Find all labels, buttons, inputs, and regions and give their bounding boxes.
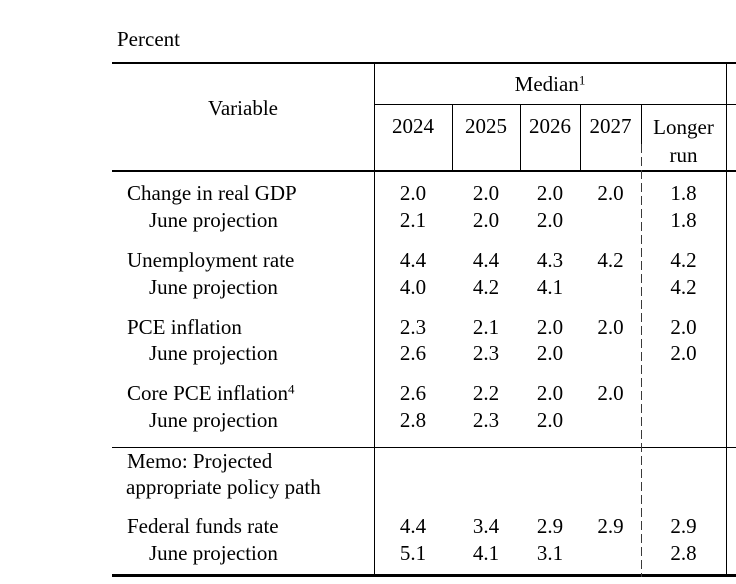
column-header-longer-run: Longer run: [641, 113, 726, 169]
cell-2025: 4.2: [472, 275, 500, 299]
row-label: PCE inflation: [127, 315, 242, 339]
row-label: June projection: [149, 408, 278, 432]
cell-2025: 3.4: [472, 514, 500, 538]
memo-section-rule: [112, 447, 736, 448]
cell-2026: 2.0: [536, 208, 564, 232]
median-footnote-marker: 1: [578, 72, 586, 88]
table-row-core-pce: Core PCE inflation4 2.6 2.2 2.0 2.0: [0, 380, 736, 407]
core-pce-footnote-marker: 4: [288, 381, 295, 397]
column-header-2024: 2024: [392, 114, 434, 138]
table-top-rule: [112, 62, 736, 64]
cell-2025: 2.0: [472, 181, 500, 205]
variable-column-header: Variable: [208, 96, 278, 120]
median-section-header: Median1: [374, 71, 726, 98]
cell-longer-run: 2.0: [670, 341, 697, 365]
year-divider-2025-2026: [520, 104, 521, 171]
cell-2026: 2.0: [536, 381, 564, 405]
cell-2024: 2.0: [399, 181, 427, 205]
memo-row-line2: appropriate policy path: [0, 474, 736, 501]
table-row-unemployment: Unemployment rate 4.4 4.4 4.3 4.2 4.2: [0, 247, 736, 274]
cell-2026: 2.0: [536, 341, 564, 365]
row-label: Federal funds rate: [127, 514, 279, 538]
cell-2024: 5.1: [399, 541, 427, 565]
cell-2024: 4.4: [399, 248, 427, 272]
cell-2025: 4.1: [472, 541, 500, 565]
table-row-fed-funds: Federal funds rate 4.4 3.4 2.9 2.9 2.9: [0, 513, 736, 540]
cell-2026: 3.1: [536, 541, 564, 565]
cell-longer-run: 2.9: [670, 514, 697, 538]
table-row-gdp: Change in real GDP 2.0 2.0 2.0 2.0 1.8: [0, 180, 736, 207]
cell-2025: 2.1: [472, 315, 500, 339]
cell-2026: 2.9: [536, 514, 564, 538]
longer-run-line2: run: [669, 143, 698, 167]
cell-longer-run: 4.2: [670, 275, 697, 299]
cell-longer-run: 1.8: [670, 208, 697, 232]
variable-column-divider: [374, 62, 375, 577]
row-label: June projection: [149, 275, 278, 299]
table-bottom-rule: [112, 574, 736, 577]
year-divider-2024-2025: [452, 104, 453, 171]
row-label: June projection: [149, 341, 278, 365]
cell-longer-run: 2.0: [670, 315, 697, 339]
column-header-2025: 2025: [465, 114, 507, 138]
longer-run-divider-dashed: [641, 144, 642, 577]
cell-2026: 4.3: [536, 248, 564, 272]
cell-2025: 2.2: [472, 381, 500, 405]
cell-longer-run: 2.8: [670, 541, 697, 565]
longer-run-line1: Longer: [653, 115, 714, 139]
row-label: Unemployment rate: [127, 248, 295, 272]
memo-label-line1: Memo: Projected: [127, 449, 273, 473]
column-header-2026: 2026: [529, 114, 571, 138]
cell-2025: 4.4: [472, 248, 500, 272]
cell-2027: 2.9: [597, 514, 624, 538]
header-bottom-rule: [112, 170, 736, 172]
cell-2025: 2.3: [472, 408, 500, 432]
column-header-2027: 2027: [589, 114, 632, 138]
median-section-right-divider: [726, 62, 727, 577]
cell-2026: 4.1: [536, 275, 564, 299]
median-header-text: Median: [514, 72, 579, 96]
cell-2024: 2.3: [399, 315, 427, 339]
cell-longer-run: 1.8: [670, 181, 697, 205]
cell-2025: 2.3: [472, 341, 500, 365]
cell-2027: 4.2: [597, 248, 624, 272]
year-divider-2026-2027: [580, 104, 581, 171]
cell-2026: 2.0: [536, 408, 564, 432]
memo-row-line1: Memo: Projected: [0, 448, 736, 475]
row-label: Change in real GDP: [127, 181, 297, 205]
table-row-gdp-june: June projection 2.1 2.0 2.0 1.8: [0, 207, 736, 234]
row-label: Core PCE inflation4: [127, 380, 295, 407]
row-label: June projection: [149, 541, 278, 565]
cell-2024: 2.1: [399, 208, 427, 232]
cell-2026: 2.0: [536, 315, 564, 339]
unit-label: Percent: [117, 27, 180, 51]
cell-2027: 2.0: [597, 315, 624, 339]
table-row-unemployment-june: June projection 4.0 4.2 4.1 4.2: [0, 274, 736, 301]
longer-run-divider-solid: [641, 104, 642, 144]
row-label: June projection: [149, 208, 278, 232]
table-row-fed-funds-june: June projection 5.1 4.1 3.1 2.8: [0, 540, 736, 567]
cell-2024: 2.8: [399, 408, 427, 432]
median-header-rule: [374, 104, 736, 105]
cell-2024: 4.4: [399, 514, 427, 538]
cell-2024: 2.6: [399, 381, 427, 405]
table-row-pce-inflation: PCE inflation 2.3 2.1 2.0 2.0 2.0: [0, 314, 736, 341]
row-label-text: Core PCE inflation: [127, 381, 288, 405]
cell-2026: 2.0: [536, 181, 564, 205]
memo-label-line2: appropriate policy path: [126, 475, 321, 499]
cell-2024: 4.0: [399, 275, 427, 299]
cell-2024: 2.6: [399, 341, 427, 365]
table-row-core-pce-june: June projection 2.8 2.3 2.0: [0, 407, 736, 434]
cell-longer-run: 4.2: [670, 248, 697, 272]
cell-2025: 2.0: [472, 208, 500, 232]
cell-2027: 2.0: [597, 181, 624, 205]
table-row-pce-inflation-june: June projection 2.6 2.3 2.0 2.0: [0, 340, 736, 367]
cell-2027: 2.0: [597, 381, 624, 405]
